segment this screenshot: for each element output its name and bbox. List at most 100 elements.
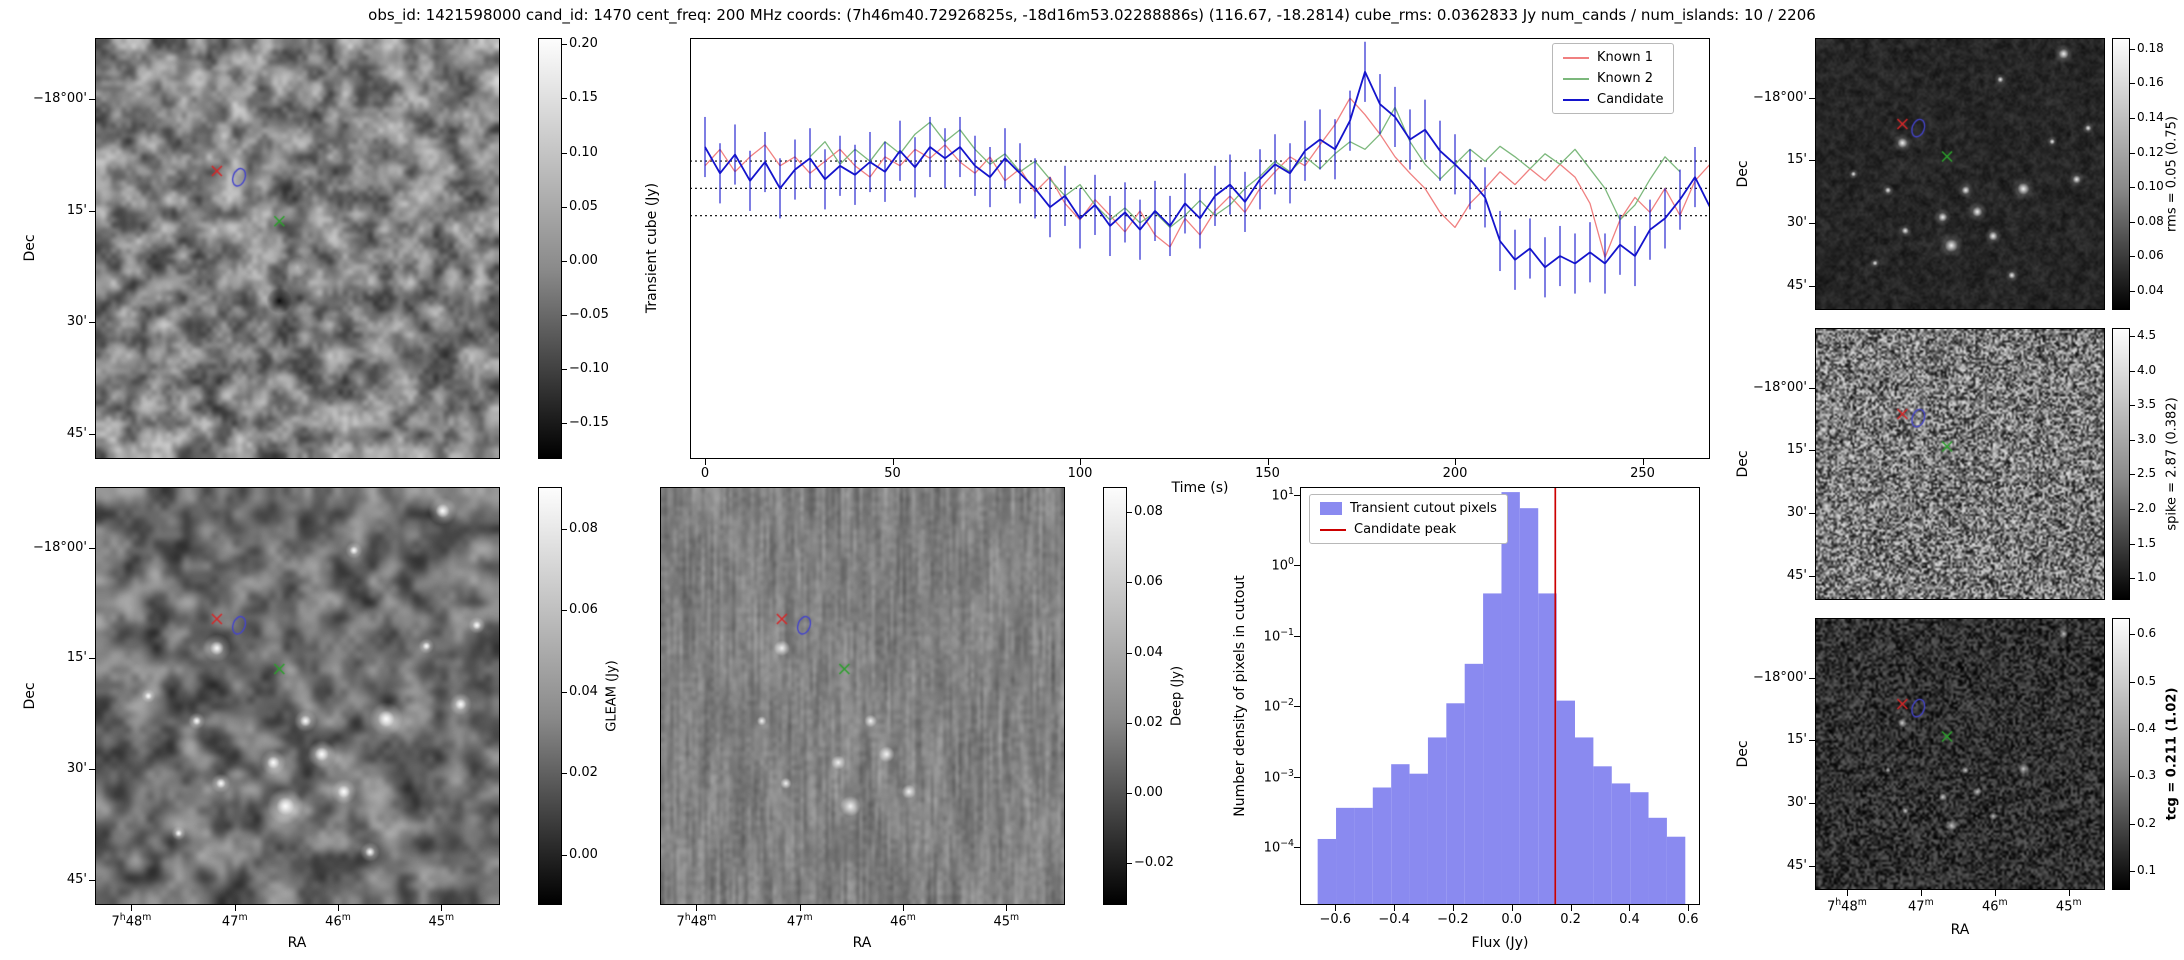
- gleam-colorbar-label: GLEAM (Jy): [604, 660, 620, 732]
- lightcurve-x-tick: 150: [1255, 466, 1280, 481]
- tick-mark: [1809, 285, 1815, 287]
- gleam-dec-tick: 15': [66, 650, 87, 666]
- histogram-bar: [1427, 737, 1447, 905]
- deep-ra-axis-label: RA: [852, 935, 872, 951]
- transient-cube-dec-tick: 30': [66, 314, 87, 330]
- tcg-colorbar-tick: 0.4: [2137, 720, 2157, 735]
- histogram-y-tick: 10−2: [1263, 697, 1294, 715]
- gleam-dec-tick: −18°00': [32, 539, 87, 555]
- tick-mark: [705, 459, 706, 465]
- lightcurve-x-tick: 0: [700, 466, 710, 481]
- rms-dec-tick: 15': [1786, 152, 1807, 168]
- deep-colorbar-label: Deep (Jy): [1169, 665, 1185, 727]
- spike-colorbar-tick: 3.5: [2137, 397, 2157, 412]
- spike-dec-tick: 15': [1786, 442, 1807, 458]
- deep-ra-tick: 7h48m: [676, 912, 717, 930]
- series-candidate: [704, 70, 1710, 269]
- tick-mark: [562, 369, 567, 371]
- transient-cube-colorbar-tick: 0.05: [569, 198, 598, 214]
- tick-mark: [2130, 634, 2135, 636]
- transient-cube-dec-axis-label: Dec: [22, 234, 38, 262]
- tick-mark: [2130, 823, 2135, 825]
- spike-dec-tick: 30': [1786, 504, 1807, 520]
- rms-colorbar-label: rms = 0.05 (0.75): [2164, 116, 2180, 232]
- tick-mark: [562, 773, 567, 775]
- gleam-ra-tick: 7h48m: [111, 912, 152, 930]
- tick-mark: [696, 905, 698, 911]
- tick-mark: [2130, 118, 2135, 120]
- tick-mark: [89, 210, 95, 212]
- histogram-bar: [1575, 737, 1594, 905]
- tick-mark: [2130, 370, 2135, 372]
- tick-mark: [1080, 459, 1081, 465]
- tick-mark: [1809, 160, 1815, 162]
- axes-frame: [1300, 487, 1700, 905]
- histogram-bar: [1611, 783, 1631, 905]
- tick-mark: [441, 905, 443, 911]
- legend-label: Known 1: [1597, 50, 1653, 65]
- tick-mark: [1809, 740, 1815, 742]
- tick-mark: [131, 905, 133, 911]
- gleam-colorbar-tick: 0.06: [569, 602, 598, 618]
- tick-mark: [903, 905, 904, 911]
- histogram-bar: [1483, 593, 1502, 905]
- tcg-colorbar-tick: 0.1: [2137, 862, 2157, 877]
- tick-mark: [89, 433, 95, 435]
- tick-mark: [2130, 48, 2135, 50]
- gleam-dec-axis-label: Dec: [22, 682, 38, 710]
- deep-ra-tick: 46m: [890, 912, 916, 930]
- rms-colorbar-tick: 0.16: [2137, 75, 2164, 90]
- gleam-cutout-canvas: [96, 488, 499, 904]
- tick-mark: [1267, 459, 1269, 465]
- tcg-colorbar: [2112, 618, 2130, 890]
- tick-mark: [892, 459, 894, 465]
- rms-dec-axis-label: Dec: [1735, 160, 1751, 188]
- tcg-dec-tick: 15': [1786, 732, 1807, 748]
- spike-dec-axis-label: Dec: [1735, 450, 1751, 478]
- tick-mark: [2068, 890, 2070, 896]
- tick-mark: [1294, 847, 1300, 848]
- gleam-colorbar-tick: 0.00: [569, 846, 598, 862]
- tick-mark: [2130, 187, 2135, 189]
- histogram-bar: [1666, 836, 1686, 905]
- tick-mark: [1846, 890, 1848, 896]
- lightcurve-ylabel: Transient cube (Jy): [644, 182, 660, 314]
- legend-item: Known 2: [1563, 71, 1663, 86]
- histogram-bar: [1391, 764, 1410, 905]
- deep-colorbar-tick: −0.02: [1134, 855, 1174, 871]
- tick-mark: [1809, 450, 1815, 452]
- histogram-y-tick: 10−3: [1263, 767, 1294, 785]
- deep-colorbar-tick: 0.02: [1134, 714, 1163, 730]
- rms-dec-tick: 45': [1786, 277, 1807, 293]
- gleam-ra-axis-label: RA: [287, 935, 307, 951]
- deep-colorbar-tick: 0.00: [1134, 784, 1163, 800]
- rms-colorbar-tick: 0.08: [2137, 213, 2164, 228]
- tick-mark: [1294, 635, 1300, 637]
- tick-mark: [2130, 83, 2135, 85]
- lightcurve-x-tick: 250: [1630, 466, 1655, 481]
- histogram-bar: [1556, 700, 1575, 905]
- tick-mark: [1294, 706, 1300, 708]
- gleam-image: [95, 487, 500, 905]
- tick-mark: [89, 322, 95, 324]
- tick-mark: [562, 44, 567, 46]
- tick-mark: [562, 854, 567, 856]
- tick-mark: [89, 547, 95, 549]
- legend-patch-sample: [1320, 502, 1342, 515]
- tick-mark: [562, 528, 567, 530]
- spike-dec-tick: −18°00': [1752, 379, 1807, 395]
- deep-ra-tick: 47m: [786, 912, 813, 930]
- tcg-colorbar-tick: 0.3: [2137, 768, 2157, 783]
- tcg-colorbar-tick: 0.2: [2137, 815, 2157, 830]
- tcg-colorbar-tick: 0.5: [2137, 673, 2157, 688]
- spike-colorbar-tick: 4.5: [2137, 328, 2157, 343]
- rms-colorbar: [2112, 38, 2130, 310]
- transient-cube-dec-tick: −18°00': [32, 91, 87, 107]
- tcg-image: [1815, 618, 2105, 890]
- gleam-ra-tick: 46m: [325, 912, 351, 930]
- tick-mark: [1920, 890, 1922, 896]
- tick-mark: [562, 206, 567, 208]
- tcg-dec-tick: −18°00': [1752, 669, 1807, 685]
- spike-colorbar: [2112, 328, 2130, 600]
